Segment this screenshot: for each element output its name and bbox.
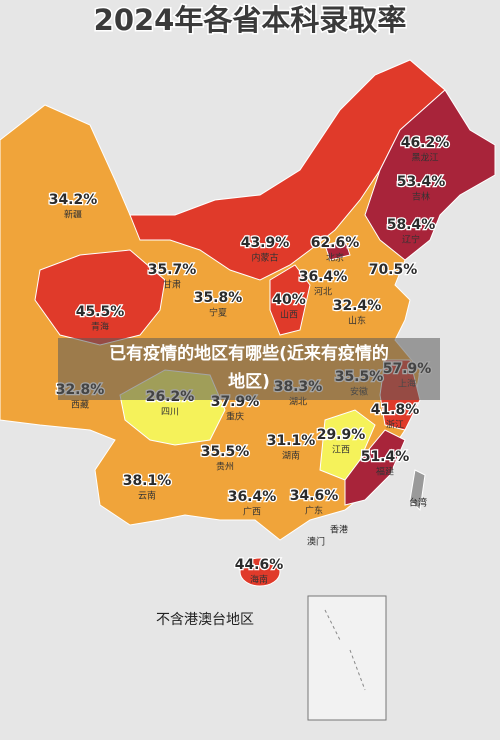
hainan xyxy=(239,557,281,587)
region-name: 山西 xyxy=(280,310,298,321)
place-name: 香港 xyxy=(330,524,348,536)
region-name: 新疆 xyxy=(64,209,82,221)
caption-box xyxy=(58,338,440,400)
region-name: 江西 xyxy=(332,445,350,456)
region-rate: 34.2% xyxy=(49,192,98,208)
region-rate: 41.8% xyxy=(371,402,420,418)
beijing xyxy=(324,239,351,261)
region-rate: 62.6% xyxy=(311,235,360,251)
region-rate: 36.4% xyxy=(228,489,277,505)
place-name: 台湾 xyxy=(409,497,427,509)
region-name: 黑龙江 xyxy=(411,152,438,164)
region-name: 河北 xyxy=(314,286,332,298)
place-name: 澳门 xyxy=(307,536,325,548)
title: 2024年各省本科录取率 xyxy=(94,3,407,37)
region-rate: 58.4% xyxy=(387,217,436,233)
caption-line: 已有疫情的地区有哪些(近来有疫情的 xyxy=(109,343,389,364)
region-rate: 32.4% xyxy=(333,298,382,314)
region-name: 福建 xyxy=(376,466,394,478)
region-name: 内蒙古 xyxy=(251,252,278,264)
fujian xyxy=(344,429,406,506)
region-rate: 36.4% xyxy=(299,269,348,285)
region-rate: 70.5% xyxy=(369,262,418,278)
region-name: 四川 xyxy=(161,408,179,418)
region-name: 青海 xyxy=(91,321,109,333)
region-name: 北京 xyxy=(326,252,344,264)
region-name: 重庆 xyxy=(226,411,244,423)
south-sea-inset xyxy=(307,595,387,721)
region-name: 山东 xyxy=(348,315,366,327)
region-name: 广东 xyxy=(305,505,323,517)
region-name: 广西 xyxy=(243,506,261,518)
note: 不含港澳台地区 xyxy=(156,612,254,628)
region-name: 海南 xyxy=(250,574,268,586)
region-rate: 35.5% xyxy=(201,444,250,460)
region-name: 西藏 xyxy=(71,399,89,411)
region-name: 湖南 xyxy=(282,450,300,462)
region-rate: 40% xyxy=(272,292,306,308)
region-rate: 29.9% xyxy=(317,427,366,443)
region-name: 辽宁 xyxy=(402,234,420,246)
region-rate: 45.5% xyxy=(76,304,125,320)
region-rate: 35.8% xyxy=(194,290,243,306)
region-name: 贵州 xyxy=(216,461,234,473)
region-name: 湖北 xyxy=(289,397,307,408)
taiwan xyxy=(409,469,426,512)
region-rate: 43.9% xyxy=(241,235,290,251)
region-rate: 31.1% xyxy=(267,433,316,449)
region-rate: 35.7% xyxy=(148,262,197,278)
region-rate: 44.6% xyxy=(235,557,284,573)
region-name: 宁夏 xyxy=(209,307,227,319)
region-rate: 34.6% xyxy=(290,488,339,504)
inset-lines xyxy=(324,609,366,691)
region-name: 云南 xyxy=(138,490,156,502)
region-name: 吉林 xyxy=(412,191,430,203)
northeast-region xyxy=(364,89,496,261)
region-name: 浙江 xyxy=(386,419,404,431)
caption-line: 地区) xyxy=(228,371,270,392)
region-rate: 38.1% xyxy=(123,473,172,489)
region-rate: 51.4% xyxy=(361,449,410,465)
region-rate: 46.2% xyxy=(401,135,450,151)
region-name: 甘肃 xyxy=(163,279,181,291)
qinghai xyxy=(34,249,166,346)
region-rate: 53.4% xyxy=(397,174,446,190)
shanxi xyxy=(269,264,311,336)
